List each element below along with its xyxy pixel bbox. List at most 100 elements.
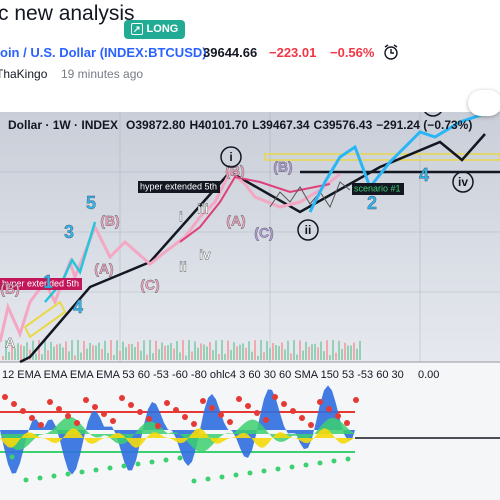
volume-bar [11,341,13,360]
volume-bar [350,345,352,360]
indicator-value: 0.00 [418,369,439,381]
publish-time: 19 minutes ago [61,67,144,81]
volume-bar [14,348,16,360]
volume-bar [2,356,4,360]
volume-bar [95,345,97,360]
wave-label: 4 [73,297,83,317]
volume-bar [122,341,124,360]
price-change: −223.01 [269,45,317,60]
volume-bar [38,340,40,360]
volume-bar [83,340,85,360]
volume-bar [71,340,73,360]
volume-bar [272,343,274,360]
wave-label: A [5,335,15,351]
volume-bar [248,341,250,360]
volume-bar [302,350,304,360]
signal-dot [74,420,80,426]
signal-dot [9,454,15,460]
symbol-ticker: (INDEX:BTCUSD) [99,45,207,60]
wave-label: 2 [367,193,377,213]
signal-dot [205,476,211,482]
signal-dot [236,396,242,402]
badge-text: LONG [146,23,179,35]
alert-icon[interactable] [382,43,400,61]
volume-bar [245,347,247,360]
volume-bar [239,344,241,360]
volume-bar [353,342,355,360]
volume-bar [173,348,175,360]
volume-bar [131,344,133,360]
volume-bar [326,340,328,360]
volume-bar [296,354,298,360]
volume-bar [113,354,115,360]
volume-bar [98,342,100,360]
signal-dot [37,475,43,481]
volume-bar [356,348,358,360]
volume-bar [299,340,301,360]
volume-bar [53,346,55,360]
signal-dot [177,455,183,461]
volume-bar [35,353,37,360]
signal-dot [326,406,332,412]
signal-dot [289,464,295,470]
volume-bar [146,354,148,360]
volume-bar [311,344,313,360]
channel [23,300,67,339]
wave-circle [220,146,242,168]
price: 39644.66 [203,45,258,60]
volume-bar [134,346,136,360]
volume-bar [233,342,235,360]
volume-bar [158,349,160,360]
idea-title: c new analysis [0,2,135,25]
signal-dot [173,407,179,413]
signal-dot [247,470,253,476]
note-box [138,181,220,193]
volume-bar [179,352,181,360]
chart: Dollar · 1W · INDEX O39872.80 H40101.70 L39… [0,112,500,500]
long-badge[interactable]: ↗ LONG [124,20,186,39]
note-text: hyper extended 5th [2,278,79,288]
volume-bar [218,354,220,360]
indicator-legend: 12 EMA EMA EMA EMA 53 60 -53 -60 -80 ohl… [2,369,404,381]
volume-bar [32,340,34,360]
author-name[interactable]: ThaKingo [0,67,48,81]
signal-dot [317,399,323,405]
volume-bar [305,341,307,360]
wave-label: 5 [86,193,96,213]
signal-dot [209,405,215,411]
volume-bar [80,352,82,360]
signal-dot [51,473,57,479]
volume-bar [125,347,127,360]
volume-bar [110,340,112,360]
volume-bar [155,340,157,360]
volume-bar [335,352,337,360]
signal-dot [191,478,197,484]
signal-dot [119,395,125,401]
signal-dot [245,403,251,409]
volume-bar [236,346,238,360]
wave-label: (A) [226,213,245,229]
volume-bar [101,349,103,360]
wave-label: (C) [254,225,273,241]
volume-bar [89,342,91,360]
volume-bar [347,345,349,360]
signal-dot [128,402,134,408]
signal-dot [344,420,350,426]
note-text: scenario #1 [354,183,401,193]
volume-bar [203,344,205,360]
wave-circle [297,219,319,241]
volume-bar [170,342,172,360]
oscillator [0,385,355,475]
wave-label: iii [197,201,209,217]
volume-bar [320,341,322,360]
symbol-link[interactable]: oin / U.S. Dollar (INDEX:BTCUSD) [0,45,207,60]
wave-label: 1 [43,272,53,292]
signal-dot [299,415,305,421]
volume-bar [251,351,253,360]
more-button[interactable] [468,90,500,116]
signal-dot [263,417,269,423]
circled-label: ii [305,223,312,237]
volume-bar [167,345,169,360]
signal-dot [182,414,188,420]
volume-bar [74,355,76,360]
